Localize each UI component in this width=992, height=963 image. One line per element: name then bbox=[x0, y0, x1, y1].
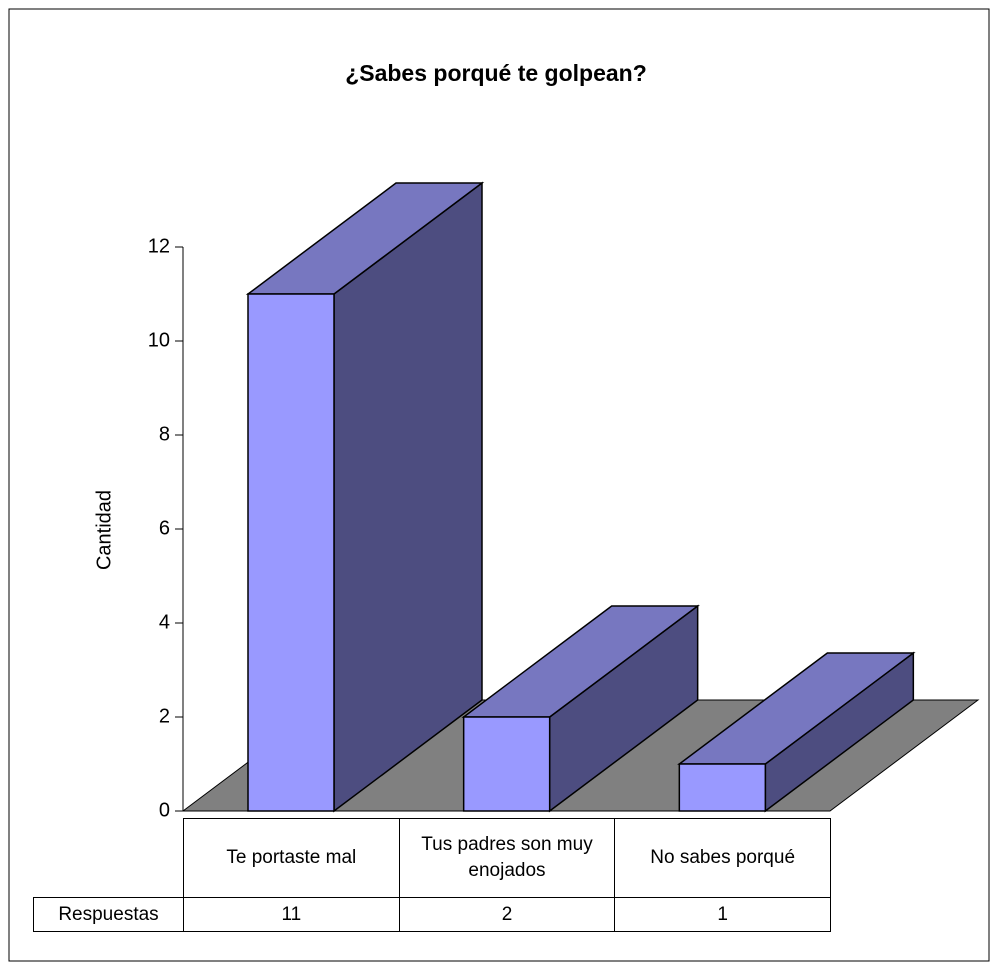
y-tick-label: 2 bbox=[159, 705, 170, 727]
table-value: 11 bbox=[183, 897, 400, 932]
table-category: No sabes porqué bbox=[614, 818, 831, 898]
y-tick-label: 10 bbox=[148, 329, 170, 351]
table-value: 1 bbox=[614, 897, 831, 932]
y-tick-label: 0 bbox=[159, 799, 170, 821]
bar-front bbox=[678, 763, 767, 812]
bar bbox=[245, 181, 485, 813]
bar-front bbox=[462, 716, 551, 812]
y-tick-label: 6 bbox=[159, 517, 170, 539]
chart-title: ¿Sabes porqué te golpean? bbox=[345, 60, 647, 86]
bar bbox=[461, 604, 700, 813]
bar-front bbox=[247, 293, 335, 812]
y-tick-label: 8 bbox=[159, 423, 170, 445]
table-value: 2 bbox=[398, 897, 616, 932]
table-series-name: Respuestas bbox=[33, 897, 184, 932]
y-axis-label: Cantidad bbox=[93, 490, 115, 570]
table-category: Te portaste mal bbox=[183, 818, 400, 898]
chart-frame bbox=[8, 8, 990, 962]
table-category: Tus padres son muy enojados bbox=[398, 818, 616, 898]
bar bbox=[677, 651, 916, 813]
y-tick-label: 4 bbox=[159, 611, 170, 633]
y-tick-label: 12 bbox=[148, 235, 170, 257]
